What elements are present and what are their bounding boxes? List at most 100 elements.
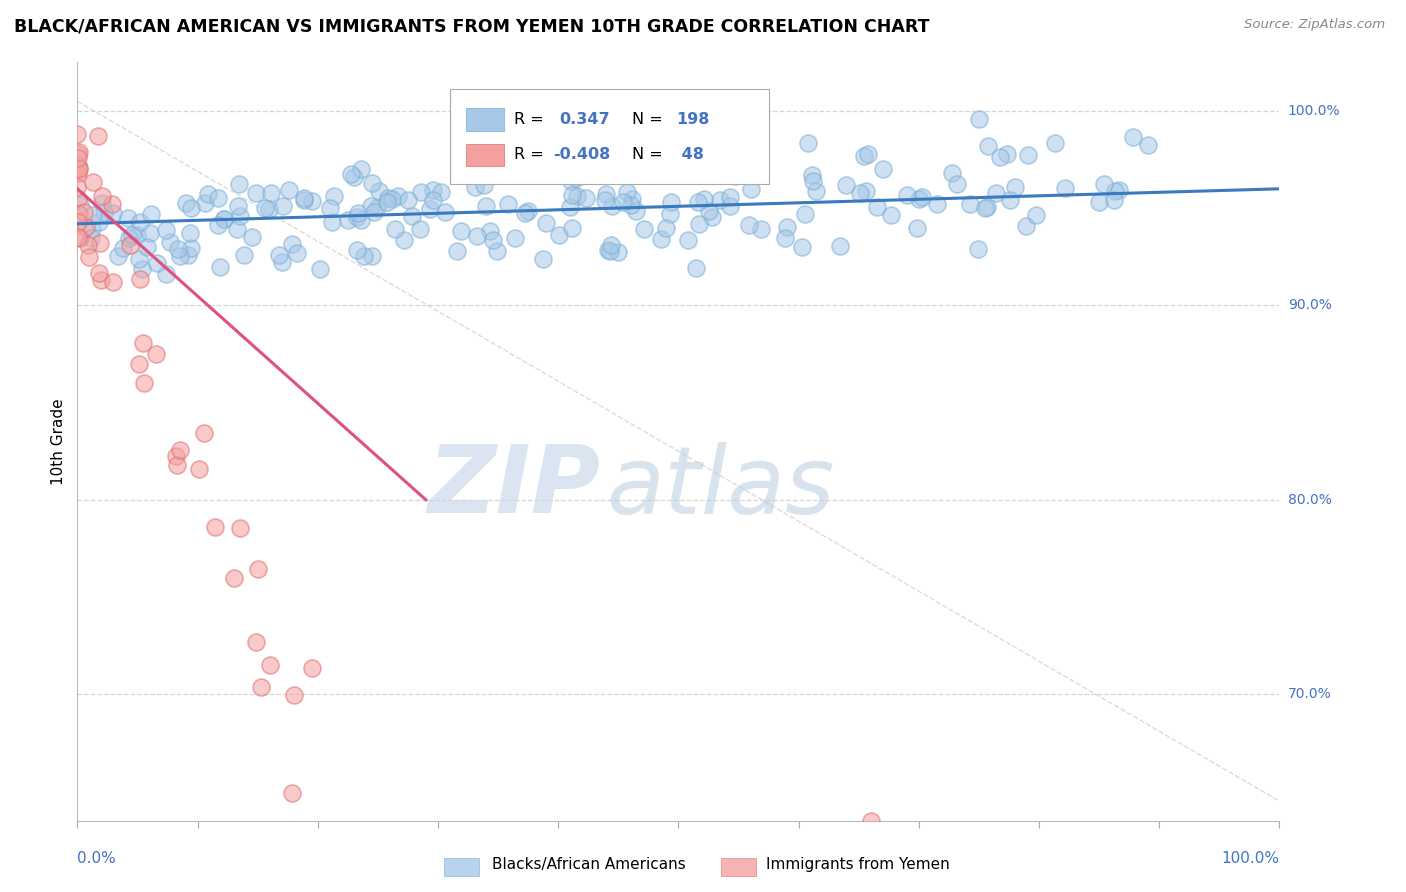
Text: 90.0%: 90.0% [1288,299,1331,312]
Point [1102,193,1125,207]
Point [600,198,623,212]
Point [714,145,737,160]
Point [984,186,1007,201]
Point [360,198,382,212]
Point [66,151,89,165]
Point [472,178,495,193]
Point [229,521,252,535]
Point [561,187,583,202]
Point [212,212,235,227]
Point [76,238,98,252]
Text: 100.0%: 100.0% [1222,851,1279,866]
Point [165,449,187,463]
Point [90,273,112,287]
Point [132,376,155,391]
Point [82,222,104,236]
Point [363,205,385,219]
Point [866,200,889,214]
Point [66,159,89,173]
Point [967,112,990,126]
Point [128,252,150,267]
Point [66,215,89,229]
Text: BLACK/AFRICAN AMERICAN VS IMMIGRANTS FROM YEMEN 10TH GRADE CORRELATION CHART: BLACK/AFRICAN AMERICAN VS IMMIGRANTS FRO… [14,18,929,36]
Point [655,220,678,235]
Bar [721,858,756,876]
Point [396,193,419,207]
Point [155,268,177,282]
Point [966,242,988,256]
Point [361,176,384,190]
Point [67,192,90,206]
Point [1108,183,1130,197]
Point [496,197,519,211]
Point [79,250,101,264]
Point [212,212,235,227]
Point [323,188,346,202]
Point [849,186,872,200]
Point [132,335,155,350]
Point [486,244,509,258]
Point [67,161,90,175]
Point [422,183,444,197]
Point [740,182,762,196]
Point [828,238,851,252]
Point [207,191,229,205]
Point [222,572,245,586]
Point [82,208,104,222]
Point [89,215,111,229]
Point [69,207,91,221]
Point [270,254,292,268]
Point [169,249,191,263]
Point [718,199,741,213]
Point [67,161,90,176]
Point [118,238,141,252]
Point [350,213,373,227]
Point [93,205,115,219]
Point [419,202,441,216]
Point [531,252,554,267]
Point [91,196,114,211]
Point [353,249,375,263]
Point [700,210,723,224]
Point [100,197,122,211]
Point [976,200,998,214]
Point [176,248,198,262]
Point [804,184,827,198]
Point [194,196,217,211]
Point [368,184,391,198]
Point [259,657,281,672]
Text: Source: ZipAtlas.com: Source: ZipAtlas.com [1244,18,1385,31]
Point [180,201,202,215]
Point [1004,179,1026,194]
Point [138,226,160,240]
Point [139,207,162,221]
Point [87,129,110,144]
Point [776,220,799,235]
Point [257,202,280,217]
Point [1094,177,1116,191]
Point [121,228,143,243]
Point [1025,208,1047,222]
Point [245,635,267,649]
Point [228,177,250,191]
Point [180,241,202,255]
Point [207,219,229,233]
Point [464,180,486,194]
Point [659,194,682,209]
Point [977,139,1000,153]
Point [179,226,201,240]
Text: 100.0%: 100.0% [1288,104,1340,118]
Point [273,199,295,213]
Point [796,136,818,150]
Point [685,261,707,276]
Point [129,215,152,229]
Point [118,231,141,245]
Point [343,169,366,184]
Point [446,244,468,258]
Point [997,147,1019,161]
Point [749,221,772,235]
Point [1043,136,1066,151]
Point [188,462,211,476]
Point [574,191,596,205]
Point [381,192,404,206]
